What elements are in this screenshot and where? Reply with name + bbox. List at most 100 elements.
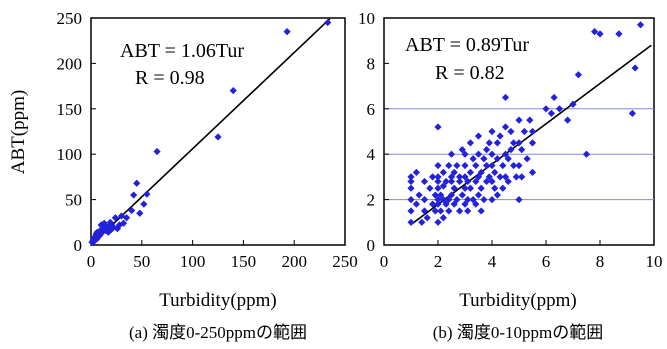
data-point <box>113 225 122 233</box>
data-point <box>464 177 472 186</box>
data-point <box>582 150 591 158</box>
data-point <box>596 30 604 38</box>
data-point <box>458 191 466 199</box>
data-point <box>499 184 507 192</box>
data-point <box>434 123 442 131</box>
data-point <box>464 196 472 204</box>
data-point <box>507 146 515 154</box>
x-tick-label: 4 <box>488 252 497 271</box>
x-tick-label: 50 <box>133 252 150 271</box>
data-point <box>550 93 558 102</box>
chart-a-x-axis-label: Turbidity(ppm) <box>159 290 277 311</box>
data-point <box>407 173 415 181</box>
data-point <box>501 173 510 181</box>
data-point <box>477 168 485 176</box>
data-point <box>474 150 483 158</box>
data-point <box>504 177 512 186</box>
data-point <box>480 155 488 163</box>
data-point <box>631 64 639 72</box>
data-point <box>111 214 119 222</box>
data-point <box>434 200 442 208</box>
data-point <box>434 218 442 226</box>
data-point <box>458 146 466 154</box>
chart-b: 0 2 4 6 8 10 0 2 4 6 8 10 ABT = 0.89Tur R = 0.82 T… <box>358 9 663 342</box>
data-point <box>426 184 434 192</box>
data-point <box>507 127 515 136</box>
y-tick-label: 10 <box>358 9 375 28</box>
data-point <box>501 93 510 102</box>
chart-a-annotation-r: R = 0.98 <box>135 67 205 89</box>
data-point <box>485 173 493 181</box>
data-point <box>450 168 458 176</box>
data-point <box>420 196 429 204</box>
data-point <box>434 173 442 181</box>
data-point <box>480 196 488 204</box>
data-point <box>439 182 447 190</box>
y-tick-label: 8 <box>367 54 376 73</box>
data-point <box>324 18 332 27</box>
data-point <box>437 207 445 215</box>
data-point <box>418 218 426 226</box>
data-point <box>488 150 496 158</box>
y-tick-label: 0 <box>367 236 376 255</box>
x-tick-label: 0 <box>87 252 96 271</box>
chart-b-points <box>407 21 645 226</box>
data-point <box>477 207 485 215</box>
x-tick-label: 200 <box>281 252 307 271</box>
data-point <box>474 173 483 181</box>
data-point <box>456 177 464 186</box>
data-point <box>491 168 499 176</box>
data-point <box>445 196 453 204</box>
data-point <box>512 173 520 181</box>
data-point <box>488 177 496 186</box>
chart-a-caption: (a) 濁度0-250ppmの範囲 <box>129 323 307 342</box>
chart-a-points <box>88 18 332 246</box>
x-tick-label: 0 <box>380 252 389 271</box>
data-point <box>488 196 496 204</box>
chart-b-x-axis-label: Turbidity(ppm) <box>459 290 577 311</box>
data-point <box>483 146 491 154</box>
data-point <box>528 139 537 147</box>
data-point <box>464 207 472 215</box>
data-point <box>283 28 291 36</box>
data-point <box>569 100 577 108</box>
data-point <box>477 184 485 192</box>
data-point <box>412 168 420 176</box>
data-point <box>515 196 523 204</box>
data-point <box>461 184 469 192</box>
chart-a-plot-area <box>90 17 346 246</box>
y-tick-label: 200 <box>57 54 83 73</box>
x-tick-label: 2 <box>434 252 443 271</box>
data-point <box>434 196 442 204</box>
x-tick-label: 6 <box>542 252 551 271</box>
data-point <box>591 28 599 36</box>
chart-b-y-ticks: 0 2 4 6 8 10 <box>358 9 389 255</box>
data-point <box>447 150 456 158</box>
data-point <box>523 155 531 163</box>
data-point <box>501 150 510 158</box>
data-point <box>101 226 109 235</box>
data-point <box>466 139 474 147</box>
data-point <box>564 116 572 124</box>
data-point <box>466 168 474 176</box>
x-tick-label: 10 <box>646 252 663 271</box>
data-point <box>431 191 439 199</box>
data-point <box>447 173 456 181</box>
data-point <box>636 21 645 29</box>
data-point <box>442 200 450 208</box>
x-tick-label: 150 <box>231 252 257 271</box>
data-point <box>140 200 148 208</box>
data-point <box>461 200 469 208</box>
y-tick-label: 150 <box>57 100 83 119</box>
data-point <box>456 207 464 215</box>
x-tick-label: 100 <box>180 252 206 271</box>
data-point <box>528 168 537 176</box>
data-point <box>515 116 523 124</box>
data-point <box>510 139 518 147</box>
data-point <box>488 161 496 170</box>
data-point <box>407 218 415 226</box>
data-point <box>493 139 501 147</box>
data-point <box>130 191 138 199</box>
data-point <box>420 177 429 186</box>
